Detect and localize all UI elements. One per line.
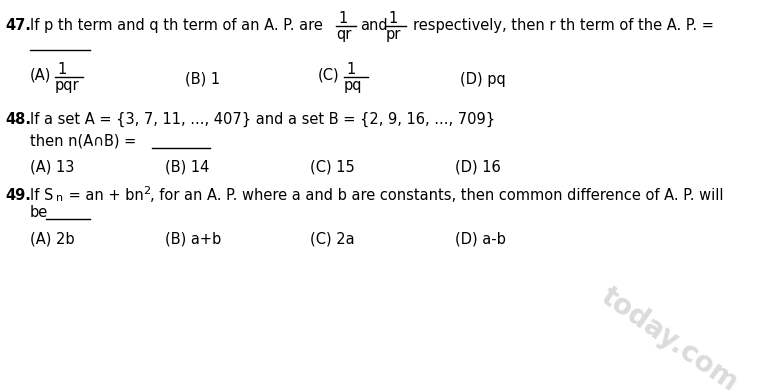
Text: then n(A∩B) =: then n(A∩B) =	[30, 134, 136, 149]
Text: 1: 1	[388, 11, 398, 26]
Text: 1: 1	[338, 11, 347, 26]
Text: 47.: 47.	[5, 18, 31, 33]
Text: (B) a+b: (B) a+b	[165, 231, 221, 246]
Text: qr: qr	[336, 27, 351, 42]
Text: (B) 14: (B) 14	[165, 160, 209, 175]
Text: (C) 15: (C) 15	[310, 160, 355, 175]
Text: (A): (A)	[30, 68, 51, 83]
Text: n: n	[56, 193, 63, 203]
Text: (C): (C)	[318, 68, 339, 83]
Text: and: and	[360, 18, 388, 33]
Text: 49.: 49.	[5, 188, 31, 203]
Text: If S: If S	[30, 188, 53, 203]
Text: (D) pq: (D) pq	[460, 72, 506, 87]
Text: (A) 2b: (A) 2b	[30, 231, 74, 246]
Text: 48.: 48.	[5, 112, 31, 127]
Text: pr: pr	[386, 27, 401, 42]
Text: (D) 16: (D) 16	[455, 160, 501, 175]
Text: = an + bn: = an + bn	[64, 188, 143, 203]
Text: If a set A = {3, 7, 11, ..., 407} and a set B = {2, 9, 16, ..., 709}: If a set A = {3, 7, 11, ..., 407} and a …	[30, 112, 495, 127]
Text: 1: 1	[346, 62, 355, 77]
Text: respectively, then r th term of the A. P. =: respectively, then r th term of the A. P…	[413, 18, 714, 33]
Text: today.com: today.com	[596, 282, 744, 390]
Text: , for an A. P. where a and b are constants, then common difference of A. P. will: , for an A. P. where a and b are constan…	[150, 188, 724, 203]
Text: pq: pq	[344, 78, 363, 93]
Text: pqr: pqr	[55, 78, 80, 93]
Text: 2: 2	[143, 186, 150, 196]
Text: (A) 13: (A) 13	[30, 160, 74, 175]
Text: (D) a-b: (D) a-b	[455, 231, 506, 246]
Text: 1: 1	[57, 62, 66, 77]
Text: be: be	[30, 205, 48, 220]
Text: If p th term and q th term of an A. P. are: If p th term and q th term of an A. P. a…	[30, 18, 323, 33]
Text: (B) 1: (B) 1	[185, 72, 220, 87]
Text: (C) 2a: (C) 2a	[310, 231, 355, 246]
